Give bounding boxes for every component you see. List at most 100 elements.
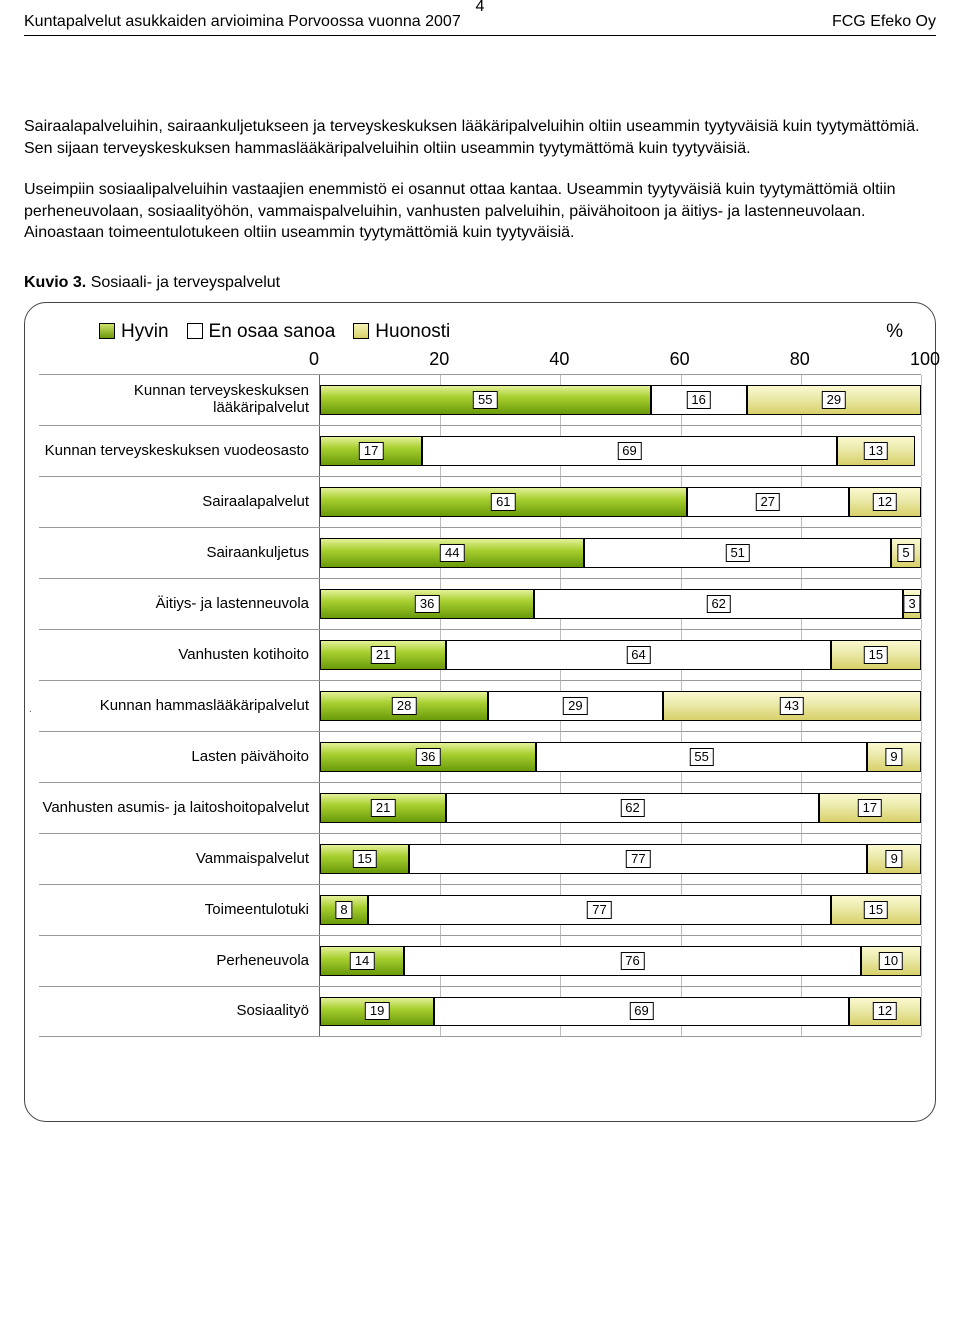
bar-segment-huon: 3 xyxy=(903,589,921,619)
row-bars: 282943 xyxy=(319,681,921,731)
bar-segment-eos: 62 xyxy=(534,589,903,619)
bar-value-label: 55 xyxy=(473,391,497,409)
bar-value-label: 12 xyxy=(873,493,897,511)
bar-value-label: 9 xyxy=(886,850,903,868)
header-left-text: Kuntapalvelut asukkaiden arvioimina Porv… xyxy=(24,13,461,31)
chart-row: Sairaalapalvelut612712 xyxy=(39,476,921,527)
row-bars: 551629 xyxy=(319,375,921,425)
chart-row: Lasten päivähoito 36 55 9 xyxy=(39,731,921,782)
bar-value-label: 43 xyxy=(780,697,804,715)
bar-segment-hyvin: 14 xyxy=(320,946,404,976)
bar-value-label: 29 xyxy=(822,391,846,409)
bar-segment-eos: 64 xyxy=(446,640,831,670)
bar-segment-eos: 27 xyxy=(687,487,849,517)
row-bars: 44 51 5 xyxy=(319,528,921,578)
gridline xyxy=(921,528,922,578)
axis-spacer xyxy=(39,349,319,370)
bar-value-label: 36 xyxy=(416,748,440,766)
bar-segment-hyvin: 44 xyxy=(320,538,584,568)
bar-segment-eos: 55 xyxy=(536,742,867,772)
bar-value-label: 14 xyxy=(350,952,374,970)
bar-value-label: 51 xyxy=(725,544,749,562)
bar-segment-huon: 9 xyxy=(867,844,921,874)
bar-segment-hyvin: 17 xyxy=(320,436,422,466)
bar-stack: 17 69 13 xyxy=(320,436,921,466)
bar-value-label: 28 xyxy=(392,697,416,715)
bar-segment-huon: 13 xyxy=(837,436,915,466)
bar-segment-hyvin: 15 xyxy=(320,844,409,874)
bar-value-label: 17 xyxy=(359,442,383,460)
row-label: Kunnan hammaslääkäripalvelut xyxy=(39,698,319,715)
row-label: Vammaispalvelut xyxy=(39,851,319,868)
bar-segment-eos: 69 xyxy=(422,436,837,466)
bar-value-label: 8 xyxy=(335,901,352,919)
bar-value-label: 19 xyxy=(365,1002,389,1020)
bar-stack: 147610 xyxy=(320,946,921,976)
bar-value-label: 15 xyxy=(864,646,888,664)
paragraph-2: Useimpiin sosiaalipalveluihin vastaajien… xyxy=(24,179,936,244)
chart-row: Vanhusten asumis- ja laitoshoitopalvelut… xyxy=(39,782,921,833)
axis-row: 020406080100 xyxy=(39,349,921,370)
bar-value-label: 27 xyxy=(756,493,780,511)
gridline xyxy=(921,987,922,1036)
row-bars: 36623 xyxy=(319,579,921,629)
bar-value-label: 17 xyxy=(858,799,882,817)
axis-ticks: 020406080100 xyxy=(319,349,921,370)
chart-row: Äitiys- ja lastenneuvola36623 xyxy=(39,578,921,629)
chart-row: Toimeentulotuki87715 xyxy=(39,884,921,935)
row-bars: 196912 xyxy=(319,987,921,1036)
gridline xyxy=(921,579,922,629)
row-bars: 36 55 9 xyxy=(319,732,921,782)
chart-row: Kunnan terveyskeskuksen lääkäripalvelut5… xyxy=(39,374,921,425)
legend-item-hyvin: Hyvin xyxy=(99,321,169,343)
bar-segment-huon: 17 xyxy=(819,793,921,823)
gridline xyxy=(921,375,922,425)
header-right-text: FCG Efeko Oy xyxy=(832,13,936,31)
gridline xyxy=(921,783,922,833)
bar-value-label: 9 xyxy=(885,748,902,766)
bar-segment-eos: 69 xyxy=(434,997,849,1026)
percent-label: % xyxy=(886,321,903,343)
row-label: Kunnan terveyskeskuksen lääkäripalvelut xyxy=(39,383,319,416)
row-label: Äitiys- ja lastenneuvola xyxy=(39,596,319,613)
bar-stack: 612712 xyxy=(320,487,921,517)
bar-segment-eos: 62 xyxy=(446,793,819,823)
bar-segment-hyvin: 28 xyxy=(320,691,488,721)
figure-label: Kuvio 3. xyxy=(24,274,86,291)
axis-tick: 100 xyxy=(920,349,921,370)
bar-segment-eos: 76 xyxy=(404,946,861,976)
chart-row: Perheneuvola147610 xyxy=(39,935,921,986)
bar-value-label: 21 xyxy=(371,646,395,664)
bar-value-label: 77 xyxy=(626,850,650,868)
bar-value-label: 15 xyxy=(352,850,376,868)
bar-segment-huon: 12 xyxy=(849,487,921,517)
legend: Hyvin En osaa sanoa Huonosti % xyxy=(39,321,921,343)
chart-row: Kunnan hammaslääkäripalvelut282943 xyxy=(39,680,921,731)
bar-value-label: 3 xyxy=(903,595,920,613)
gridline xyxy=(921,477,922,527)
gridline xyxy=(921,630,922,680)
paragraph-1: Sairaalapalveluihin, sairaankuljetukseen… xyxy=(24,116,936,159)
swatch-eos-icon xyxy=(187,323,203,339)
bar-segment-hyvin: 8 xyxy=(320,895,368,925)
row-bars: 15 77 9 xyxy=(319,834,921,884)
chart-frame: . Hyvin En osaa sanoa Huonosti % 0204060… xyxy=(24,302,936,1122)
bar-value-label: 69 xyxy=(617,442,641,460)
chart-row: Sairaankuljetus44515 xyxy=(39,527,921,578)
bar-value-label: 5 xyxy=(897,544,914,562)
row-label: Lasten päivähoito xyxy=(39,749,319,766)
bar-value-label: 55 xyxy=(689,748,713,766)
row-bars: 17 69 13 xyxy=(319,426,921,476)
bar-segment-huon: 15 xyxy=(831,895,921,925)
figure-title: Kuvio 3. Sosiaali- ja terveyspalvelut xyxy=(24,274,936,292)
bar-segment-huon: 15 xyxy=(831,640,921,670)
bar-segment-huon: 9 xyxy=(867,742,921,772)
legend-item-eos: En osaa sanoa xyxy=(187,321,336,343)
side-mark: . xyxy=(29,704,32,715)
bar-stack: 196912 xyxy=(320,997,921,1026)
gridline xyxy=(921,834,922,884)
row-label: Vanhusten asumis- ja laitoshoitopalvelut xyxy=(39,800,319,817)
bar-plot: Kunnan terveyskeskuksen lääkäripalvelut5… xyxy=(39,374,921,1037)
row-bars: 612712 xyxy=(319,477,921,527)
chart-row: Vanhusten kotihoito216415 xyxy=(39,629,921,680)
